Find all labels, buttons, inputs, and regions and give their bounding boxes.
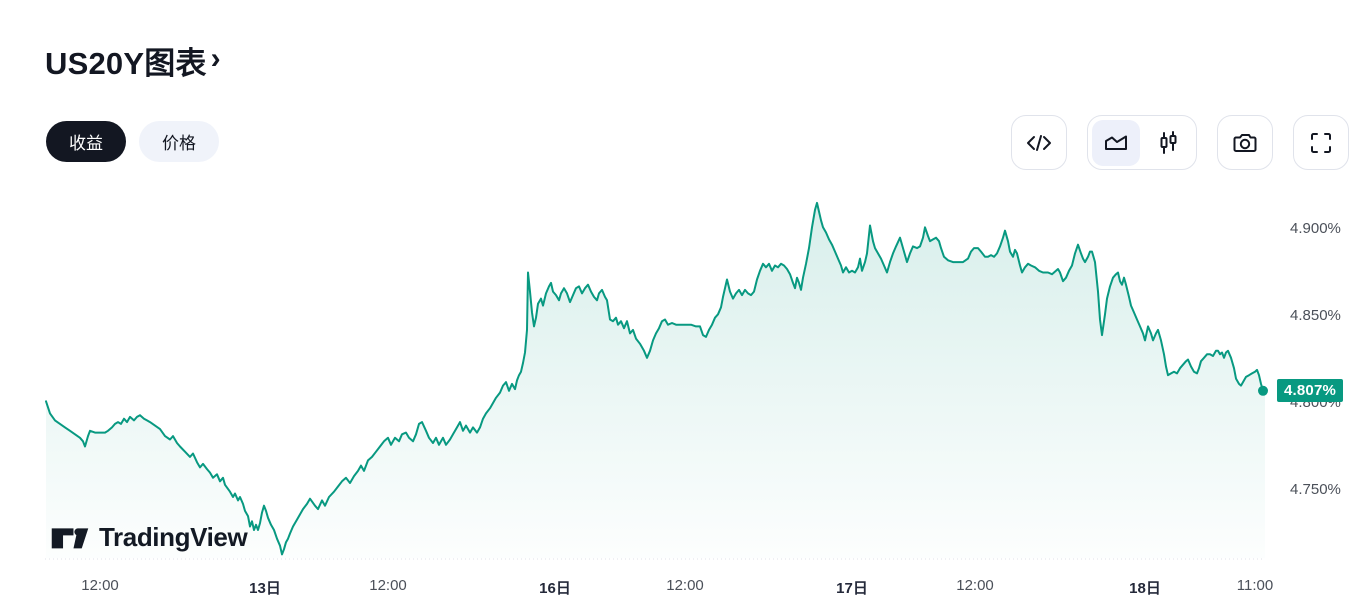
tab-price[interactable]: 价格 <box>139 121 219 162</box>
symbol-title-text: US20Y图表 <box>45 46 207 81</box>
x-axis-label: 12:00 <box>369 577 407 594</box>
y-axis-label: 4.750% <box>1290 481 1341 498</box>
tradingview-logo-icon <box>51 527 89 548</box>
snapshot-button[interactable] <box>1217 115 1273 170</box>
chart-area[interactable] <box>45 195 1265 565</box>
mode-tabs: 收益 价格 <box>46 121 219 162</box>
candles-style-button[interactable] <box>1144 120 1192 166</box>
tab-yield[interactable]: 收益 <box>46 121 126 162</box>
x-axis-label: 12:00 <box>956 577 994 594</box>
tradingview-logo[interactable]: TradingView <box>50 522 248 553</box>
area-style-button[interactable] <box>1092 119 1140 166</box>
x-axis-label: 12:00 <box>81 577 119 594</box>
x-axis-label: 17日 <box>836 580 868 597</box>
chevron-right-icon: › <box>210 41 221 75</box>
x-axis-label: 16日 <box>539 580 571 597</box>
fullscreen-icon <box>1311 132 1331 153</box>
y-axis-label: 4.850% <box>1290 307 1341 324</box>
chart-style-segmented <box>1087 115 1197 170</box>
last-value-badge: 4.807% <box>1277 379 1343 402</box>
chart-controls <box>1011 115 1349 170</box>
fullscreen-button[interactable] <box>1293 115 1349 170</box>
x-axis-label: 12:00 <box>666 577 704 594</box>
code-icon <box>1027 134 1051 151</box>
tradingview-logo-text: TradingView <box>99 522 248 552</box>
page-title[interactable]: US20Y图表 › <box>45 38 221 83</box>
x-axis-label: 13日 <box>249 580 281 597</box>
embed-code-button[interactable] <box>1011 115 1067 170</box>
x-axis-label: 11:00 <box>1236 577 1274 594</box>
camera-icon <box>1233 133 1257 152</box>
area-chart-icon <box>1105 135 1127 150</box>
x-axis-label: 18日 <box>1129 580 1161 597</box>
y-axis-label: 4.900% <box>1290 220 1341 237</box>
candlestick-chart-icon <box>1160 130 1177 154</box>
